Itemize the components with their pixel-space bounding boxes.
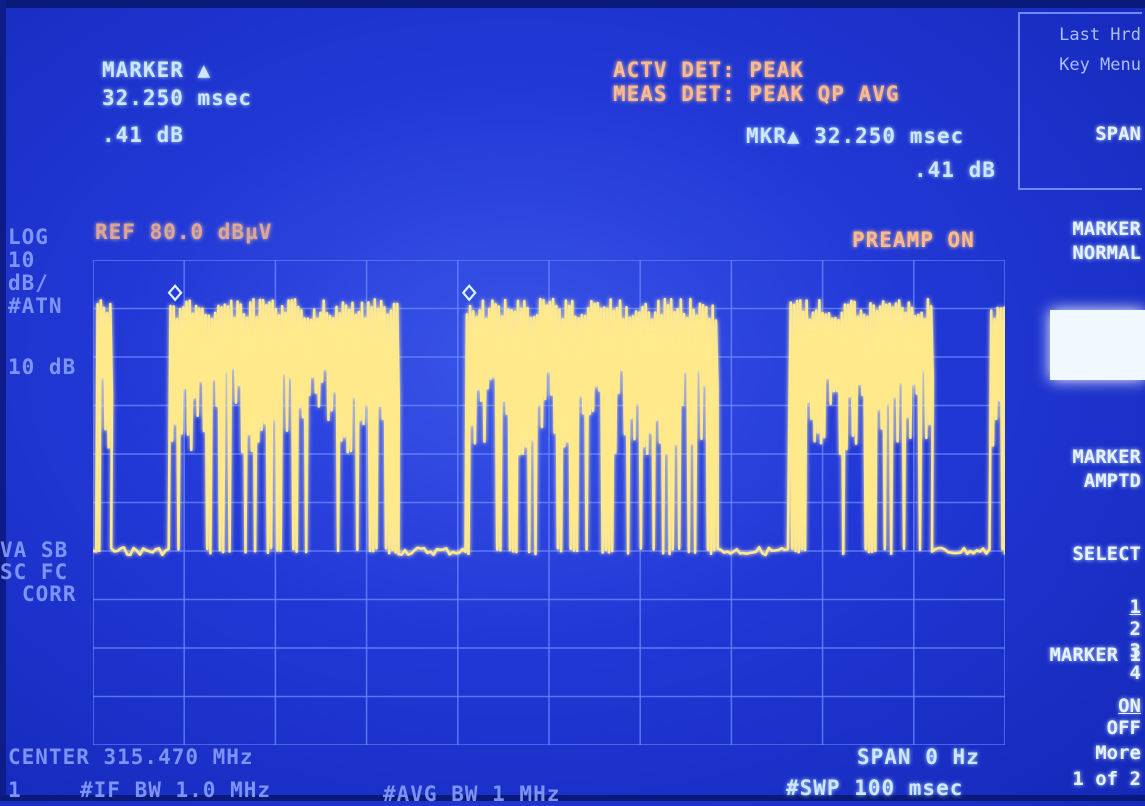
attenuation-value: 10 dB [8,355,77,379]
indicator-sc-fc: SC FC [0,560,69,584]
reference-level: REF 80.0 dBµV [95,220,273,244]
attenuation-label: #ATN [8,294,63,318]
softkey-select-label[interactable]: SELECT [1072,543,1141,565]
if-bandwidth: #IF BW 1.0 MHz [80,778,272,802]
center-frequency: CENTER 315.470 MHz [8,745,254,769]
softkey-last-hrd-key-menu-line1[interactable]: Last Hrd [1059,25,1141,45]
softkey-more-line2[interactable]: 1 of 2 [1072,768,1141,790]
marker-delta-amplitude: .41 dB [914,158,996,182]
softkey-marker1-label[interactable]: MARKER 1 [1049,644,1141,666]
trace-line [93,297,1005,557]
select-option-3[interactable]: 3 [1129,640,1141,662]
bottom-left-indicator: 1 [8,778,22,802]
marker-readout-amplitude: .41 dB [102,123,184,147]
reference-marker-diamond [167,284,183,302]
softkey-marker-amptd-line1[interactable]: MARKER [1072,446,1141,468]
softkey-box-top [1018,12,1142,190]
indicator-corr: CORR [22,582,77,606]
marker1-on-option[interactable]: ON [1118,695,1141,717]
marker1-off-option[interactable]: OFF [1106,717,1141,739]
softkey-marker-normal-line1[interactable]: MARKER [1072,218,1141,240]
span-value: SPAN 0 Hz [857,745,980,769]
marker-layer [167,284,477,302]
screen-bezel-left [0,0,6,801]
screen-bezel-top [0,0,1145,8]
softkey-span[interactable]: SPAN [1095,123,1141,145]
delta-marker-diamond [461,284,477,302]
indicator-va-sb: VA SB [0,538,69,562]
sweep-time: #SWP 100 msec [786,776,964,800]
select-option-2[interactable]: 2 [1129,618,1141,640]
spectrum-display [93,260,1005,745]
softkey-marker1-toggle[interactable]: ON OFF [1084,673,1141,739]
avg-bandwidth: #AVG BW 1 MHz [383,782,561,806]
marker-readout-time: 32.250 msec [102,86,253,110]
marker-delta-time: MKR▲ 32.250 msec [746,124,965,148]
actv-detector: ACTV DET: PEAK [613,58,805,82]
screen-bezel-bottom [0,795,1145,801]
marker-readout-label: MARKER ▲ [102,58,212,82]
preamp-status: PREAMP ON [852,228,975,252]
softkey-marker-normal-line2[interactable]: NORMAL [1072,242,1141,264]
softkey-highlighted-active[interactable] [1050,310,1145,380]
select-option-4[interactable]: 4 [1129,662,1141,684]
select-option-1[interactable]: 1 [1129,596,1141,618]
scale-unit: dB/ [8,271,49,295]
softkey-more-line1[interactable]: More [1095,742,1141,764]
softkey-marker-amptd-line2[interactable]: AMPTD [1083,470,1141,492]
scale-value: 10 [8,248,36,272]
softkey-last-hrd-key-menu-line2[interactable]: Key Menu [1059,55,1141,75]
softkey-select-options[interactable]: 1 2 3 4 [1107,574,1141,684]
trace-layer [93,297,1005,557]
scale-log-label: LOG [8,225,49,249]
meas-detector: MEAS DET: PEAK QP AVG [613,82,900,106]
